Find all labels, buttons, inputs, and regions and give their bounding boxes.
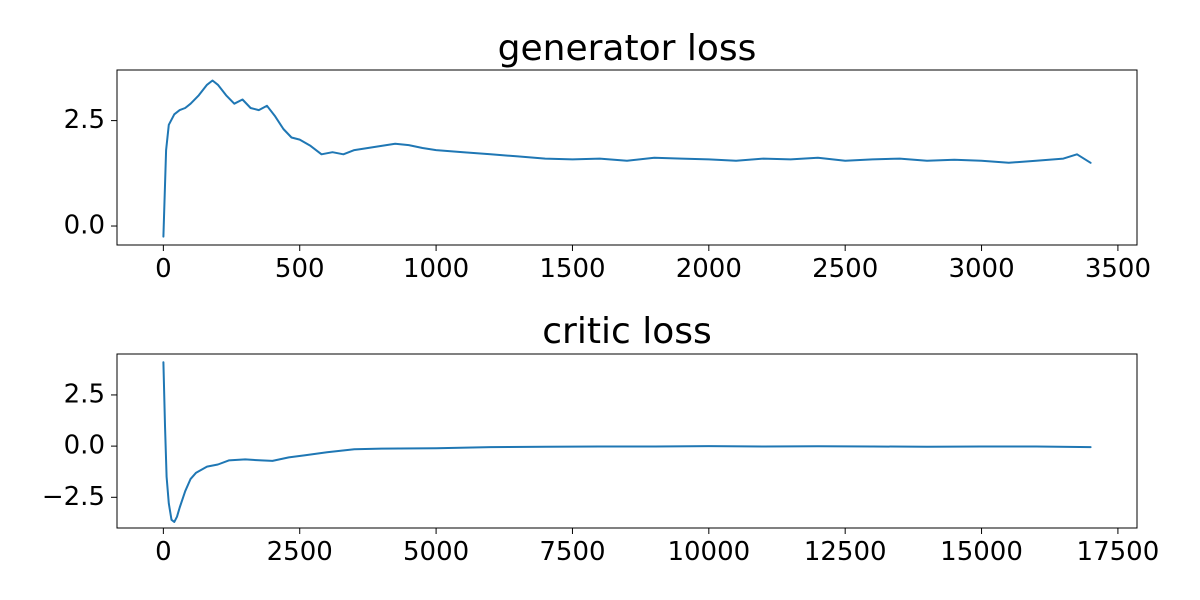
series-line [162, 79, 1092, 238]
y-tick-label: 2.5 [64, 379, 105, 409]
x-tick-label: 15000 [940, 537, 1023, 567]
x-tick-label: 500 [275, 254, 325, 284]
generator-loss-subplot: generator loss 0 500 1000 1500 2000 2500 3000 35… [64, 28, 1151, 284]
plot-frame [116, 353, 1138, 529]
x-tick-label: 2500 [812, 254, 878, 284]
x-tick-label: 17500 [1077, 537, 1160, 567]
critic-loss-subplot: critic loss 0 2500 5000 7500 10000 12500 15000 1… [42, 311, 1159, 567]
x-tick-label: 10000 [667, 537, 750, 567]
series-line [162, 361, 1092, 523]
x-tick-label: 0 [155, 254, 172, 284]
x-tick-label: 0 [155, 537, 172, 567]
y-tick-label: 0.0 [64, 211, 105, 241]
x-tick-label: 1500 [539, 254, 605, 284]
x-tick-label: 7500 [539, 537, 605, 567]
x-tick-label: 3000 [948, 254, 1014, 284]
y-tick-label: −2.5 [42, 482, 105, 512]
plot-frame [116, 69, 1138, 246]
x-tick-label: 3500 [1085, 254, 1151, 284]
x-tick-label: 2500 [267, 537, 333, 567]
y-tick-label: 2.5 [64, 105, 105, 135]
x-tick-label: 12500 [804, 537, 887, 567]
chart-title: critic loss [542, 311, 712, 352]
chart-title: generator loss [498, 28, 757, 69]
x-tick-label: 2000 [676, 254, 742, 284]
x-tick-label: 1000 [403, 254, 469, 284]
x-tick-label: 5000 [403, 537, 469, 567]
y-tick-label: 0.0 [64, 431, 105, 461]
